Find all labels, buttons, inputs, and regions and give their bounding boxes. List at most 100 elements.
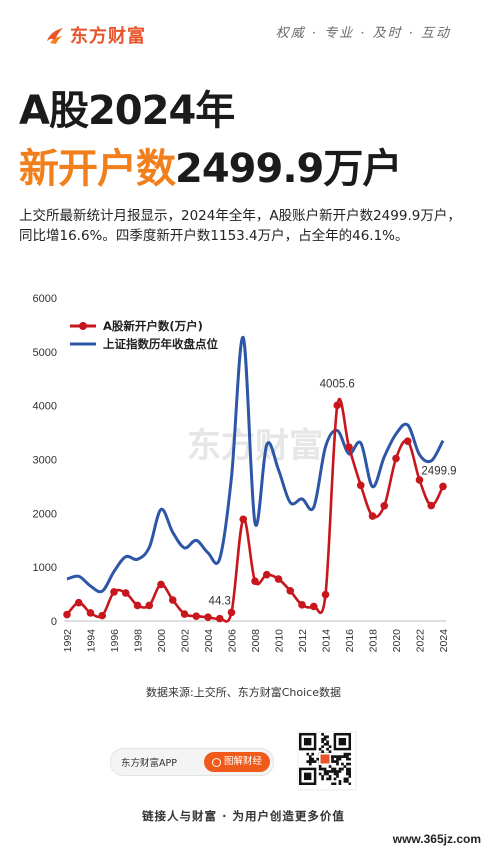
qr-module (306, 752, 310, 756)
qr-module (303, 772, 312, 781)
play-icon (211, 757, 221, 767)
qr-module (346, 770, 349, 773)
flame-logo-icon (47, 28, 63, 44)
headline-highlight: 新开户数 (19, 146, 176, 192)
qr-module (333, 777, 337, 781)
qr-module (336, 762, 339, 766)
qr-module (318, 772, 322, 776)
x-tick-label: 2006 (227, 629, 239, 653)
qr-module (336, 772, 339, 776)
data-point (192, 612, 201, 620)
data-point (298, 601, 306, 609)
qr-module (343, 755, 347, 758)
qr-module (321, 745, 324, 749)
brand-logo: 东方财富 (44, 22, 146, 48)
data-point (239, 515, 248, 524)
y-tick-label: 1000 (33, 562, 57, 574)
qr-module (321, 750, 324, 754)
qr-module (331, 782, 334, 786)
data-point (356, 481, 365, 490)
qr-module (348, 757, 352, 761)
graphic-finance-button[interactable]: 图解财经 (203, 752, 270, 772)
y-tick-label: 2000 (33, 508, 57, 520)
x-tick-label: 2014 (321, 629, 333, 653)
qr-module (343, 752, 347, 756)
qr-module (346, 780, 349, 783)
data-point (98, 611, 107, 620)
qr-module (336, 757, 339, 761)
data-point (262, 570, 271, 579)
qr-module (333, 767, 337, 771)
qr-module (348, 772, 352, 776)
headline-line1: A股2024年 (19, 88, 235, 134)
qr-module (333, 782, 337, 786)
qr-module (323, 767, 327, 771)
qr-module (336, 775, 339, 778)
x-tick-label: 1998 (133, 629, 145, 653)
site-watermark: www.365jz.com (392, 832, 481, 846)
qr-module (341, 767, 344, 771)
qr-module (343, 765, 347, 768)
x-tick-label: 2022 (415, 629, 427, 653)
qr-module (331, 755, 334, 758)
qr-module (321, 737, 324, 741)
x-tick-label: 2012 (297, 629, 309, 653)
qr-module (336, 755, 339, 758)
qr-module (336, 760, 339, 763)
data-point (274, 575, 283, 583)
qr-module (323, 742, 327, 746)
qr-module (321, 733, 324, 736)
brand-name: 东方财富 (70, 26, 146, 47)
qr-module (348, 770, 352, 773)
qr-module (333, 770, 337, 773)
qr-module (326, 770, 329, 773)
x-tick-label: 1994 (86, 629, 98, 653)
qr-module (326, 772, 329, 776)
data-point (74, 598, 83, 607)
data-point (345, 443, 353, 451)
qr-module (320, 754, 330, 764)
data-source: 数据来源:上交所、东方财富Choice数据 (146, 686, 341, 699)
x-tick-label: 2018 (368, 629, 380, 653)
qr-module (346, 755, 349, 758)
qr-module (346, 762, 349, 766)
qr-module (318, 767, 322, 771)
qr-module (326, 735, 329, 739)
qr-code (297, 731, 357, 791)
y-tick-label: 4000 (33, 401, 57, 413)
data-point (415, 476, 424, 484)
qr-module (331, 767, 334, 771)
chart-watermark: 东方财富 (187, 426, 323, 466)
x-tick-label: 2010 (274, 629, 286, 653)
qr-module (321, 767, 324, 771)
chart: 东方财富 0 1000 2000 3000 4000 5000 6000 1992 1994 199… (0, 285, 487, 665)
legend-marker (79, 322, 87, 330)
qr-module (323, 770, 327, 773)
qr-module (323, 737, 327, 741)
data-point (286, 587, 295, 595)
data-point (227, 608, 236, 617)
qr-module (311, 760, 315, 763)
qr-module (333, 760, 337, 763)
app-promo-pill[interactable]: 东方财富APP 图解财经 (110, 748, 274, 776)
qr-module (328, 775, 332, 778)
qr-module (331, 770, 334, 773)
qr-module (343, 777, 347, 781)
series-line-sse-index (66, 336, 445, 594)
qr-module (321, 777, 324, 781)
qr-module (331, 760, 334, 763)
qr-module (328, 750, 332, 754)
qr-module (328, 770, 332, 773)
qr-module (308, 760, 312, 763)
data-point (321, 590, 330, 599)
qr-module (338, 782, 342, 786)
qr-module (321, 740, 324, 744)
x-tick-label: 1992 (62, 629, 74, 653)
qr-module (331, 757, 334, 761)
qr-module (348, 762, 352, 766)
qr-module (308, 757, 312, 761)
legend-label: A股新开户数(万户) (103, 319, 203, 333)
data-point (333, 401, 342, 410)
qr-module (303, 737, 312, 746)
x-tick-label: 2020 (391, 629, 403, 653)
